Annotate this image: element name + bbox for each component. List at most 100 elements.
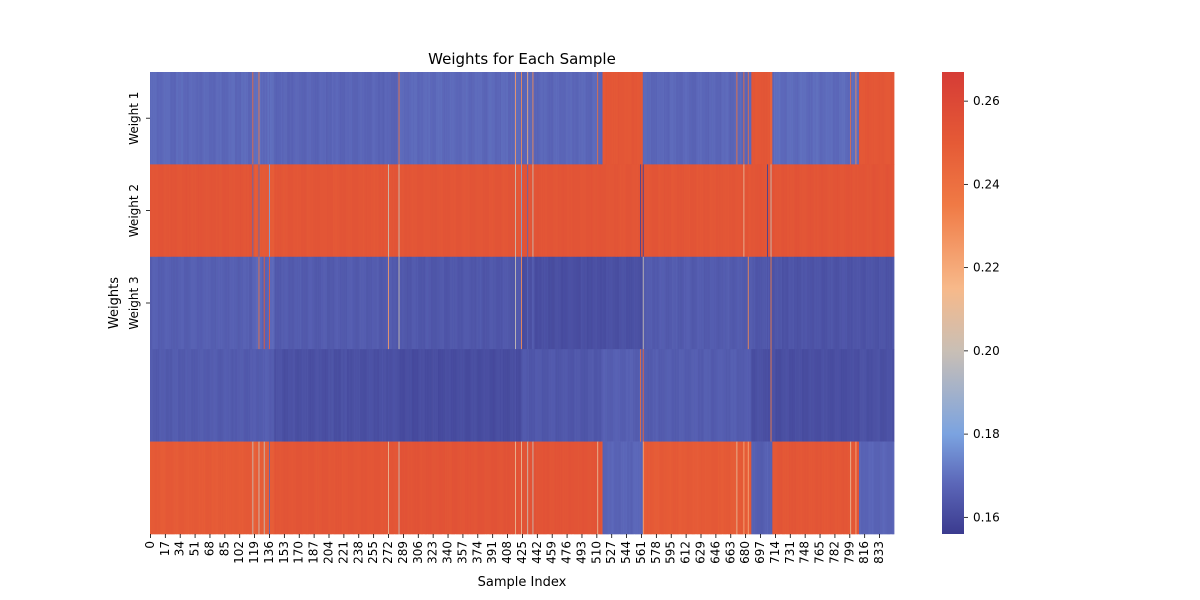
heatmap-cell bbox=[414, 441, 416, 535]
heatmap-cell bbox=[596, 256, 598, 350]
heatmap-cell bbox=[549, 72, 551, 165]
heatmap-cell bbox=[828, 349, 830, 442]
heatmap-cell bbox=[761, 72, 764, 165]
heatmap-cell bbox=[725, 441, 729, 535]
heatmap-cell bbox=[328, 72, 330, 165]
heatmap-cell bbox=[767, 72, 769, 165]
heatmap-cell bbox=[169, 349, 171, 442]
heatmap-cell bbox=[556, 349, 558, 442]
heatmap-cell bbox=[883, 72, 885, 165]
heatmap-cell bbox=[235, 441, 238, 535]
heatmap-cell bbox=[585, 349, 588, 442]
heatmap-cell bbox=[236, 441, 238, 535]
heatmap-cell bbox=[424, 441, 427, 535]
heatmap-cell bbox=[288, 72, 290, 165]
heatmap-cell bbox=[404, 164, 407, 258]
heatmap-cell bbox=[193, 72, 196, 165]
heatmap-cell bbox=[760, 72, 763, 165]
heatmap-cell bbox=[251, 72, 253, 165]
heatmap-cell bbox=[205, 72, 207, 165]
heatmap-cell bbox=[670, 72, 673, 165]
heatmap-cell bbox=[819, 256, 821, 350]
heatmap-cell bbox=[197, 72, 199, 165]
heatmap-cell bbox=[328, 164, 330, 258]
heatmap-cell bbox=[229, 256, 231, 350]
heatmap-cell bbox=[622, 441, 624, 535]
heatmap-cell bbox=[338, 256, 340, 350]
heatmap-cell bbox=[846, 256, 849, 350]
x-axis-label: Sample Index bbox=[478, 575, 567, 590]
heatmap-cell bbox=[264, 164, 266, 258]
heatmap-cell bbox=[384, 256, 386, 350]
heatmap-cell bbox=[529, 349, 532, 442]
heatmap-cell bbox=[480, 349, 483, 442]
heatmap-cell bbox=[155, 441, 157, 535]
heatmap-cell bbox=[224, 256, 226, 350]
heatmap-cell bbox=[614, 441, 617, 535]
heatmap-cell bbox=[192, 164, 196, 258]
heatmap-cell bbox=[762, 349, 764, 442]
heatmap-cell bbox=[219, 164, 221, 258]
heatmap-cell bbox=[314, 256, 316, 350]
heatmap-cell bbox=[324, 349, 326, 442]
heatmap-cell bbox=[843, 72, 845, 165]
heatmap-cell bbox=[708, 349, 710, 442]
colorbar-tick-label: 0.18 bbox=[973, 427, 1000, 441]
heatmap-cell bbox=[222, 164, 227, 258]
heatmap-cell bbox=[417, 256, 420, 350]
heatmap-cell bbox=[543, 349, 547, 442]
heatmap-cell bbox=[237, 72, 239, 165]
heatmap-cell bbox=[673, 441, 675, 535]
heatmap-cell bbox=[507, 72, 509, 165]
heatmap-cell bbox=[535, 72, 537, 165]
heatmap-cell bbox=[286, 72, 288, 165]
heatmap-cell bbox=[574, 256, 577, 350]
heatmap-cell bbox=[506, 72, 508, 165]
heatmap-cell bbox=[460, 349, 463, 442]
heatmap-cell bbox=[489, 256, 491, 350]
heatmap-cell bbox=[527, 441, 529, 535]
heatmap-cell bbox=[862, 441, 864, 535]
heatmap-cell bbox=[735, 441, 737, 535]
heatmap-cell bbox=[804, 441, 806, 535]
heatmap-cell bbox=[230, 72, 232, 165]
heatmap-cell bbox=[456, 72, 458, 165]
heatmap-cell bbox=[210, 441, 212, 535]
heatmap-cell bbox=[662, 441, 664, 535]
heatmap-cell bbox=[749, 256, 751, 350]
heatmap-cell bbox=[580, 349, 582, 442]
heatmap-cell bbox=[392, 349, 394, 442]
heatmap-cell bbox=[369, 72, 371, 165]
heatmap-cell bbox=[745, 441, 747, 535]
heatmap-cell bbox=[327, 256, 329, 350]
heatmap-cell bbox=[294, 72, 296, 165]
heatmap-cell bbox=[192, 72, 195, 165]
heatmap-cell bbox=[682, 72, 684, 165]
heatmap-cell bbox=[774, 349, 776, 442]
heatmap-cell bbox=[389, 441, 392, 535]
heatmap-cell bbox=[759, 441, 761, 535]
heatmap-cell bbox=[788, 72, 791, 165]
heatmap-cell bbox=[613, 164, 616, 258]
heatmap-cell bbox=[753, 256, 756, 350]
heatmap-cell bbox=[234, 256, 237, 350]
heatmap-cell bbox=[813, 256, 815, 350]
heatmap-cell bbox=[831, 72, 834, 165]
heatmap-cell bbox=[212, 72, 214, 165]
heatmap-cell bbox=[297, 256, 300, 350]
heatmap-cell bbox=[444, 441, 447, 535]
heatmap-cell bbox=[213, 441, 217, 535]
heatmap-cell bbox=[291, 349, 294, 442]
heatmap-cell bbox=[664, 256, 666, 350]
heatmap-cell bbox=[455, 164, 457, 258]
heatmap-cell bbox=[477, 256, 479, 350]
heatmap-cell bbox=[753, 72, 756, 165]
heatmap-cell bbox=[413, 72, 415, 165]
heatmap-cell bbox=[836, 256, 838, 350]
heatmap-cell bbox=[329, 256, 331, 350]
heatmap-cell bbox=[741, 72, 744, 165]
heatmap-cell bbox=[185, 349, 188, 442]
heatmap-cell bbox=[732, 441, 736, 535]
heatmap-cell bbox=[319, 441, 322, 535]
heatmap-cell bbox=[475, 441, 477, 535]
